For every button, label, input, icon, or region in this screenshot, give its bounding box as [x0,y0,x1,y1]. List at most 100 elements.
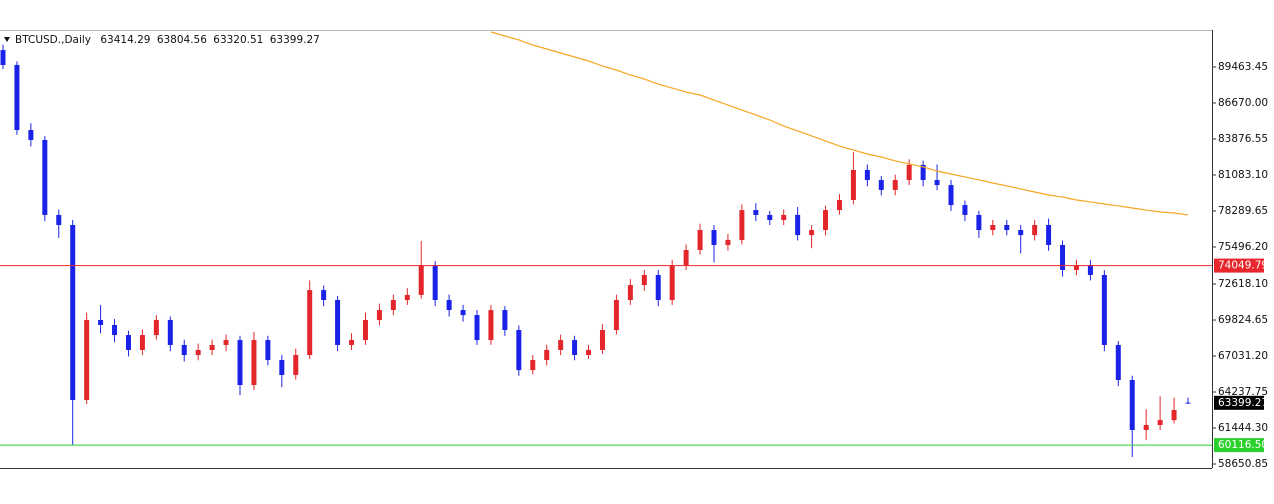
candle-body [725,239,731,245]
candle-body [195,349,201,356]
candle-body [279,360,285,375]
candle-body [28,130,34,140]
menu-arrow[interactable] [4,37,10,42]
price-label-box [1214,258,1264,273]
candle-body [655,274,661,300]
candle-body [404,294,410,300]
candle-body [84,319,90,400]
price-label-box [1214,438,1264,453]
candle-body [823,210,829,231]
candle-body [98,319,104,325]
candle-body [613,299,619,331]
candle-body [1157,420,1163,425]
candle-body [962,205,968,215]
header-low: 63320.51 [213,34,263,46]
candle-body [488,310,494,341]
candle-body [1115,344,1121,381]
candle-body [530,360,536,371]
candle-body [892,180,898,190]
candle-body [920,164,926,181]
candle-body [599,330,605,350]
candle-body [948,185,954,206]
candle-body [56,214,62,226]
current-price-box [1214,395,1264,410]
y-tick-label: 75496.20 [1218,241,1268,253]
y-tick-label: 86670.00 [1218,97,1268,109]
candle-body [418,265,424,295]
candle-body [390,299,396,311]
candle-body [1004,225,1010,231]
current-price-label: 63399.27 [1218,397,1268,409]
candle-body [1032,225,1038,236]
candle-body [362,319,368,341]
candle-body [209,344,215,350]
header-close: 63399.27 [270,34,320,46]
candle-body [460,310,466,316]
y-tick-label: 78289.65 [1218,205,1268,217]
candle-body [0,50,6,65]
candle-body [697,230,703,250]
candle-body [669,265,675,300]
candle-body [502,310,508,331]
candle-body [139,335,145,350]
candle-body [711,230,717,245]
candle-body [125,335,131,350]
candle-body [474,315,480,341]
candle-body [42,139,48,215]
candle-body [1060,244,1066,270]
header: BTCUSD.,Daily 63414.29 63804.56 63320.51… [15,34,320,46]
symbol: BTCUSD.,Daily [15,34,91,46]
candle-body [558,340,564,350]
y-tick-label: 89463.45 [1218,61,1268,73]
candle-body [293,355,299,375]
candle-body [1129,380,1135,430]
candle-body [878,180,884,190]
candle-body [1018,230,1024,236]
candle-body [1101,274,1107,345]
candle-body [1185,402,1191,404]
price-label: 74049.79 [1218,260,1268,272]
candle-body [795,214,801,236]
candle-body [349,340,355,345]
y-tick-label: 83876.55 [1218,133,1268,145]
y-tick-label: 67031.20 [1218,350,1268,362]
candle-body [1046,225,1052,245]
y-tick-label: 72618.10 [1218,278,1268,290]
y-tick-label: 69824.65 [1218,314,1268,326]
candle-body [753,210,759,215]
candle-body [906,164,912,181]
candle-body [1087,265,1093,275]
y-tick-label: 61444.30 [1218,422,1268,434]
candle-body [976,214,982,231]
candle-body [237,340,243,386]
header-high: 63804.56 [157,34,207,46]
candle-body [265,340,271,361]
candle-body [934,180,940,186]
candle-body [1143,424,1149,430]
moving-average-line [490,31,1189,216]
candle-body [586,349,592,356]
candle-body [739,210,745,240]
candle-body [990,225,996,231]
candle-body [1171,410,1177,421]
candle-body [70,225,76,400]
candle-body [683,249,689,266]
candle-body [14,64,20,131]
candle-body [572,340,578,356]
candle-body [153,319,159,336]
y-tick-label: 58650.85 [1218,458,1268,470]
candle-body [321,290,327,300]
y-tick-label: 64237.75 [1218,386,1268,398]
candle-body [251,340,257,386]
candle-body [836,200,842,211]
candle-body [864,169,870,181]
candle-body [544,349,550,361]
candle-body [335,299,341,345]
candle-body [781,214,787,220]
candle-body [1073,265,1079,270]
candle-body [627,285,633,300]
candle-body [167,319,173,345]
candle-body [516,330,522,371]
header-open: 63414.29 [100,34,150,46]
